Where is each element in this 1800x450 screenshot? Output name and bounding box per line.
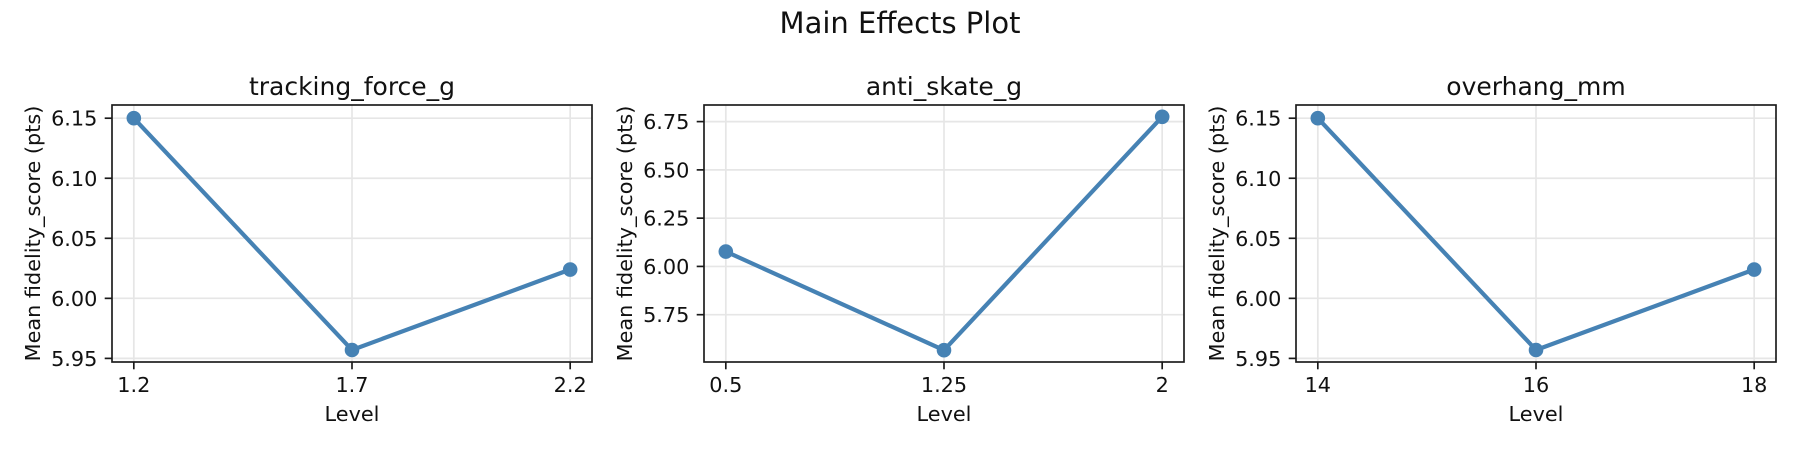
subplot-title: tracking_force_g <box>249 72 455 101</box>
y-tick-label: 6.25 <box>643 207 689 231</box>
data-point-marker <box>1528 342 1544 358</box>
y-tick-label: 6.10 <box>1235 167 1281 191</box>
y-tick-label: 5.95 <box>51 347 97 371</box>
y-tick-label: 6.00 <box>643 255 689 279</box>
x-tick-label: 14 <box>1305 373 1331 397</box>
x-tick-label: 0.5 <box>709 373 742 397</box>
y-tick-label: 6.75 <box>643 110 689 134</box>
y-tick-label: 6.50 <box>643 158 689 182</box>
x-tick-label: 1.25 <box>921 373 967 397</box>
subplot-tracking_force_g: 1.2 1.7 2.2 5.95 6.00 6.05 6.10 6.15 tracking_fo… <box>21 72 593 426</box>
x-axis-label: Level <box>325 402 380 426</box>
y-tick-label: 6.10 <box>51 167 97 191</box>
data-point-marker <box>1310 110 1326 126</box>
x-tick-label: 1.2 <box>117 373 150 397</box>
data-point-marker <box>718 244 734 259</box>
subplot-anti_skate_g: 0.5 1.25 2 5.75 6.00 6.25 6.50 6.75 anti_skate_g… <box>613 72 1185 426</box>
y-tick-label: 6.00 <box>1235 287 1281 311</box>
y-tick-label: 6.05 <box>51 227 97 251</box>
y-tick-label: 5.75 <box>643 303 689 327</box>
data-point-marker <box>126 110 142 126</box>
subplot-title: anti_skate_g <box>866 72 1022 101</box>
data-point-marker <box>344 342 360 358</box>
y-tick-label: 6.15 <box>51 107 97 131</box>
x-tick-label: 18 <box>1741 373 1767 397</box>
y-tick-label: 6.05 <box>1235 227 1281 251</box>
y-axis-label: Mean fidelity_score (pts) <box>21 106 45 362</box>
data-point-marker <box>562 262 578 277</box>
x-tick-label: 16 <box>1523 373 1549 397</box>
x-axis-label: Level <box>1509 402 1564 426</box>
subplot-overhang_mm: 14 16 18 5.95 6.00 6.05 6.10 6.15 overhang_mm Lev… <box>1205 72 1777 426</box>
x-tick-label: 2.2 <box>554 373 587 397</box>
data-point-marker <box>1746 262 1762 277</box>
y-axis-label: Mean fidelity_score (pts) <box>613 106 637 362</box>
y-tick-label: 5.95 <box>1235 347 1281 371</box>
data-point-marker <box>936 342 952 358</box>
y-axis-label: Mean fidelity_score (pts) <box>1205 106 1229 362</box>
x-tick-label: 2 <box>1156 373 1169 397</box>
figure-title: Main Effects Plot <box>779 6 1021 40</box>
y-tick-label: 6.15 <box>1235 107 1281 131</box>
y-tick-label: 6.00 <box>51 287 97 311</box>
data-point-marker <box>1154 109 1170 125</box>
subplot-title: overhang_mm <box>1446 72 1625 101</box>
x-axis-label: Level <box>917 402 972 426</box>
x-tick-label: 1.7 <box>335 373 368 397</box>
